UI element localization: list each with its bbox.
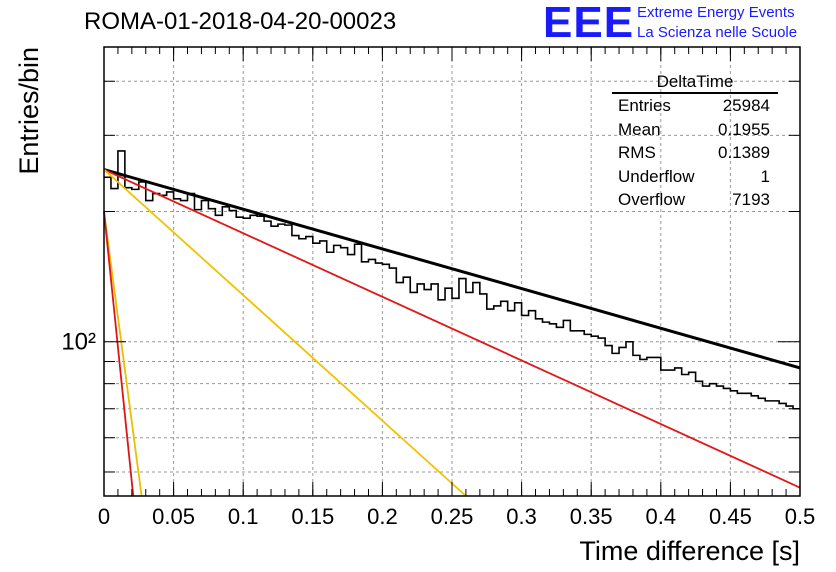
fit-line: [103, 168, 801, 489]
stats-row: Overflow 7193: [612, 188, 778, 212]
x-tick-label: 0.4: [646, 504, 677, 529]
stats-label: RMS: [618, 143, 656, 162]
eee-logo: EEE: [543, 0, 635, 47]
x-axis-label: Time difference [s]: [579, 536, 800, 566]
fit-line: [103, 211, 135, 497]
stats-value: 25984: [722, 96, 770, 115]
logo-subtitle-2: La Scienza nelle Scuole: [637, 24, 798, 41]
stats-title: DeltaTime: [612, 72, 778, 94]
fit-line: [103, 168, 467, 497]
stats-row: Mean 0.1955: [612, 118, 778, 142]
x-tick-label: 0.1: [228, 504, 259, 529]
stats-value: 0.1389: [718, 143, 770, 162]
x-tick-label: 0.5: [785, 504, 816, 529]
stats-label: Entries: [618, 96, 671, 115]
stats-label: Mean: [618, 119, 661, 139]
stats-row: Underflow 1: [612, 165, 778, 189]
stats-label: Underflow: [618, 166, 695, 186]
fit-line: [103, 168, 801, 370]
stats-row: RMS 0.1389: [612, 141, 778, 165]
stats-label: Overflow: [618, 190, 686, 209]
x-tick-labels: 0 0.05 0.1 0.15 0.2 0.25 0.3 0.35 0.4 0.45 0.5: [98, 504, 815, 529]
x-tick-label: 0.05: [152, 504, 195, 529]
fit-line: [103, 211, 143, 497]
stats-value: 1: [760, 166, 770, 186]
grid: [104, 47, 800, 496]
x-tick-label: 0.15: [291, 504, 334, 529]
stats-box: DeltaTime Entries 25984 Mean 0.1955 RMS …: [612, 72, 778, 212]
stats-row: Entries 25984: [612, 94, 778, 118]
x-tick-label: 0.3: [506, 504, 537, 529]
y-tick-label: 10²: [61, 329, 96, 356]
x-tick-label: 0.35: [570, 504, 613, 529]
x-tick-label: 0.2: [367, 504, 398, 529]
fit-curves: [103, 168, 801, 497]
x-tick-label: 0: [98, 504, 110, 529]
stats-value: 0.1955: [718, 119, 770, 139]
run-title: ROMA-01-2018-04-20-00023: [84, 8, 397, 35]
logo-subtitle-1: Extreme Energy Events: [637, 4, 795, 21]
axis-ticks: [103, 47, 801, 496]
x-tick-label: 0.25: [431, 504, 474, 529]
stats-value: 7193: [732, 190, 770, 209]
histogram: [104, 150, 800, 410]
histogram-outline: [104, 150, 800, 410]
x-tick-label: 0.45: [709, 504, 752, 529]
y-axis-label: Entries/bin: [14, 47, 44, 175]
